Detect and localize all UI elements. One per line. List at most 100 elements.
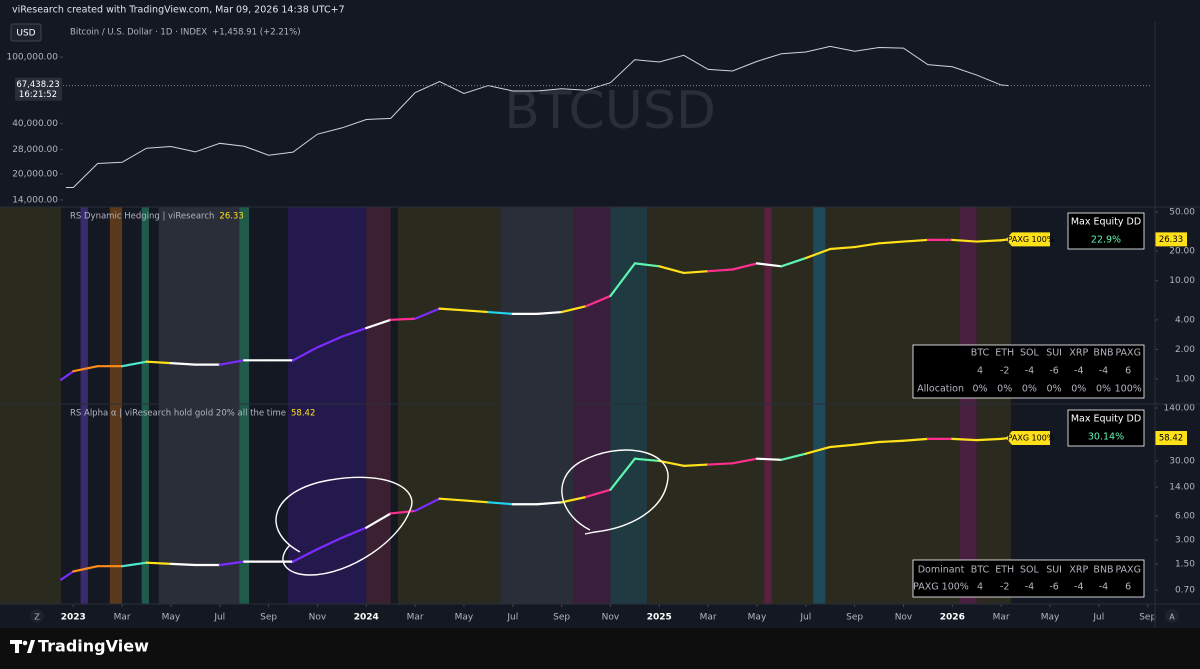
equity-segment xyxy=(462,499,490,504)
axis-button[interactable] xyxy=(1165,609,1179,623)
equity-segment xyxy=(414,497,441,513)
logo-part xyxy=(27,640,35,653)
column-header: SUI xyxy=(1046,348,1062,359)
column-header: BTC xyxy=(971,348,990,359)
column-header: PAXG xyxy=(1115,348,1141,359)
x-tick-label: Sep xyxy=(553,613,570,623)
equity-segment xyxy=(72,365,99,373)
equity-segment xyxy=(218,359,246,366)
main-layer: 100,000.00 40,000.00 28,000.00 20,000.00 14,… xyxy=(6,28,1195,623)
row-label: Dominant xyxy=(918,565,965,576)
max-dd-label: Max Equity DD xyxy=(1071,217,1141,228)
regime-band xyxy=(573,404,611,604)
equity-segment xyxy=(902,238,930,243)
equity-segment xyxy=(682,463,710,467)
regime-band xyxy=(366,404,391,604)
equity-segment xyxy=(877,439,905,444)
regime-band xyxy=(109,404,123,604)
equity-segment xyxy=(462,309,490,314)
pane-title: RS Dynamic Hedging | viResearch xyxy=(70,212,214,222)
equity-segment xyxy=(707,268,734,273)
equity-segment xyxy=(755,262,783,268)
column-header: PAXG xyxy=(1115,565,1141,576)
regime-band xyxy=(80,207,88,404)
price-line xyxy=(65,45,1009,189)
tag-shape xyxy=(1006,431,1050,446)
column-header: XRP xyxy=(1069,565,1088,576)
max-dd-box xyxy=(1067,409,1145,447)
x-tick-label: Jul xyxy=(799,613,811,623)
regime-band xyxy=(573,207,611,404)
y-tick-label: 10.00 xyxy=(1169,276,1195,286)
regime-band xyxy=(500,207,574,404)
regime-band xyxy=(141,404,149,604)
regime-band xyxy=(288,404,367,604)
y-tick-label: 3.00 xyxy=(1175,536,1195,546)
regime-band xyxy=(158,207,240,404)
column-header: SUI xyxy=(1046,565,1062,576)
x-tick-label: Mar xyxy=(993,613,1010,623)
regime-band xyxy=(764,404,772,604)
y-tick-label: 140.00 xyxy=(1164,404,1196,414)
score: -6 xyxy=(1049,582,1058,593)
price-change: +1,458.91 (+2.21%) xyxy=(212,28,300,38)
equity-segment xyxy=(316,536,343,551)
equity-segment xyxy=(877,240,905,245)
regime-band xyxy=(398,404,501,604)
equity-segment xyxy=(780,452,807,461)
equity-segment xyxy=(487,501,514,506)
equity-segment xyxy=(389,317,417,321)
regime-band xyxy=(366,207,391,404)
tag-shape xyxy=(1006,232,1050,247)
equity-segment xyxy=(780,256,807,268)
regime-band xyxy=(288,207,367,404)
equity-segment xyxy=(951,238,978,243)
y-tick-label: 20,000.00 xyxy=(12,169,58,179)
column-header: BTC xyxy=(971,565,990,576)
score: -6 xyxy=(1049,366,1058,377)
equity-segment xyxy=(829,245,856,251)
allocation: 100% xyxy=(1115,384,1142,395)
currency-box[interactable] xyxy=(10,23,42,42)
regime-band xyxy=(813,207,826,404)
regime-band xyxy=(959,404,977,604)
equity-segment xyxy=(72,565,99,573)
column-header: SOL xyxy=(1020,348,1040,359)
x-tick-label: May xyxy=(748,613,767,623)
regime-band xyxy=(141,207,149,404)
score: -4 xyxy=(1074,582,1083,593)
score: -4 xyxy=(1025,366,1034,377)
regime-band xyxy=(239,207,250,404)
axis-button-label[interactable]: A xyxy=(1169,613,1175,622)
axis-button-label[interactable]: Z xyxy=(34,613,40,622)
x-tick-label: Sep xyxy=(260,613,277,623)
regime-band xyxy=(610,404,648,604)
dominant: PAXG 100% xyxy=(913,582,969,593)
x-tick-label: Jul xyxy=(213,613,225,623)
regime-band xyxy=(158,404,240,604)
regime-band xyxy=(80,404,88,604)
column-header: ETH xyxy=(995,565,1014,576)
value-tag-box xyxy=(1155,232,1187,247)
equity-segment xyxy=(218,560,246,567)
equity-segment xyxy=(59,570,75,581)
max-dd-label: Max Equity DD xyxy=(1071,414,1141,425)
x-tick-label: 2024 xyxy=(354,613,379,623)
equity-segment xyxy=(438,497,466,502)
equity-segment xyxy=(389,509,417,515)
currency[interactable]: USD xyxy=(16,29,35,39)
axis-button[interactable] xyxy=(30,609,44,623)
equity-segment xyxy=(169,562,197,567)
x-tick-label: May xyxy=(162,613,181,623)
score-table xyxy=(912,559,1145,598)
equity-segment xyxy=(633,262,661,268)
x-tick-label: Sep xyxy=(846,613,863,623)
regime-band xyxy=(813,404,826,604)
x-tick-label: 2023 xyxy=(61,613,86,623)
y-tick-label: 4.00 xyxy=(1175,315,1195,325)
equity-segment xyxy=(120,360,148,368)
equity-segment xyxy=(59,370,75,381)
allocation: 0% xyxy=(1047,384,1062,395)
equity-segment xyxy=(609,457,636,491)
score: -4 xyxy=(1074,366,1083,377)
